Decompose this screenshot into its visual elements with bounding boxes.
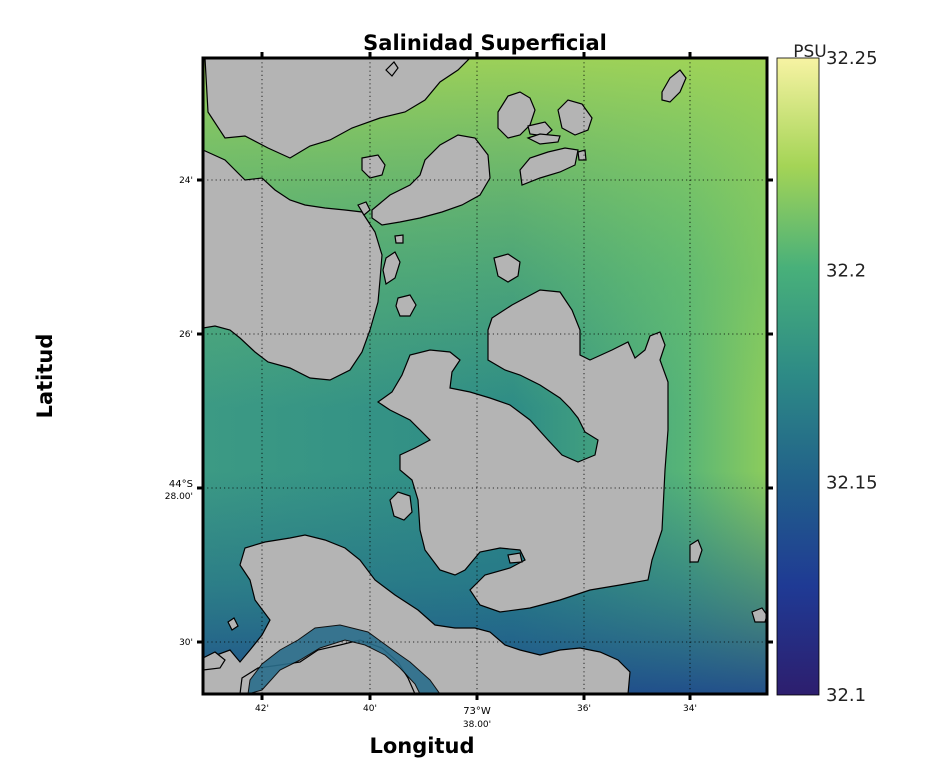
- island-ne-2: [527, 121, 553, 137]
- colorbar: [776, 57, 820, 696]
- island-east-small: [689, 539, 703, 563]
- x-axis-label: Longitud: [369, 734, 474, 758]
- x-tick-label: 36': [577, 704, 591, 714]
- plot-area: [203, 58, 767, 694]
- plot-frame: [201, 56, 769, 696]
- y-tick-label: 28.00': [165, 492, 193, 502]
- tick-marks: [197, 52, 773, 700]
- y-tick-label: 24': [179, 176, 193, 186]
- islet-9: [507, 552, 523, 564]
- colorbar-tick-label: 32.2: [826, 260, 866, 281]
- island-ne-1: [497, 91, 536, 139]
- island-mid-east: [493, 253, 521, 283]
- island-ne-5: [519, 147, 579, 186]
- colorbar-unit: PSU: [793, 42, 827, 62]
- land-west-block: [203, 149, 383, 381]
- islet-7: [577, 149, 587, 161]
- island-ne-3: [557, 99, 593, 136]
- land-northwest: [203, 58, 471, 159]
- x-tick-label: 38.00': [463, 720, 491, 730]
- islet-8: [389, 491, 413, 521]
- x-tick-label: 42': [255, 704, 269, 714]
- islet-10: [227, 617, 239, 631]
- islet-6: [385, 61, 399, 77]
- chart-title: Salinidad Superficial: [363, 31, 607, 55]
- x-tick-label: 40': [363, 704, 377, 714]
- y-tick-label: 26': [179, 330, 193, 340]
- island-far-ne: [661, 69, 687, 103]
- x-tick-label: 34': [683, 704, 697, 714]
- islet-11: [203, 651, 226, 671]
- islet-3: [394, 234, 404, 244]
- y-tick-label: 44°S: [169, 479, 193, 490]
- grid-lines: [203, 58, 767, 694]
- island-ne-4: [526, 133, 561, 145]
- colorbar-tick-label: 32.15: [826, 473, 878, 494]
- islet-1: [361, 154, 386, 179]
- colorbar-ticks: 32.1 32.15 32.2 32.25: [826, 48, 878, 706]
- colorbar-tick-label: 32.1: [826, 685, 866, 706]
- y-axis-label: Latitud: [33, 334, 57, 419]
- island-central-north: [376, 289, 669, 613]
- colorbar-tick-label: 32.25: [826, 48, 878, 69]
- y-tick-label: 30': [179, 638, 193, 648]
- islet-4: [382, 251, 401, 285]
- land-south-inlet: [239, 639, 416, 694]
- islet-5: [395, 294, 417, 317]
- x-tick-label: 73°W: [463, 706, 491, 717]
